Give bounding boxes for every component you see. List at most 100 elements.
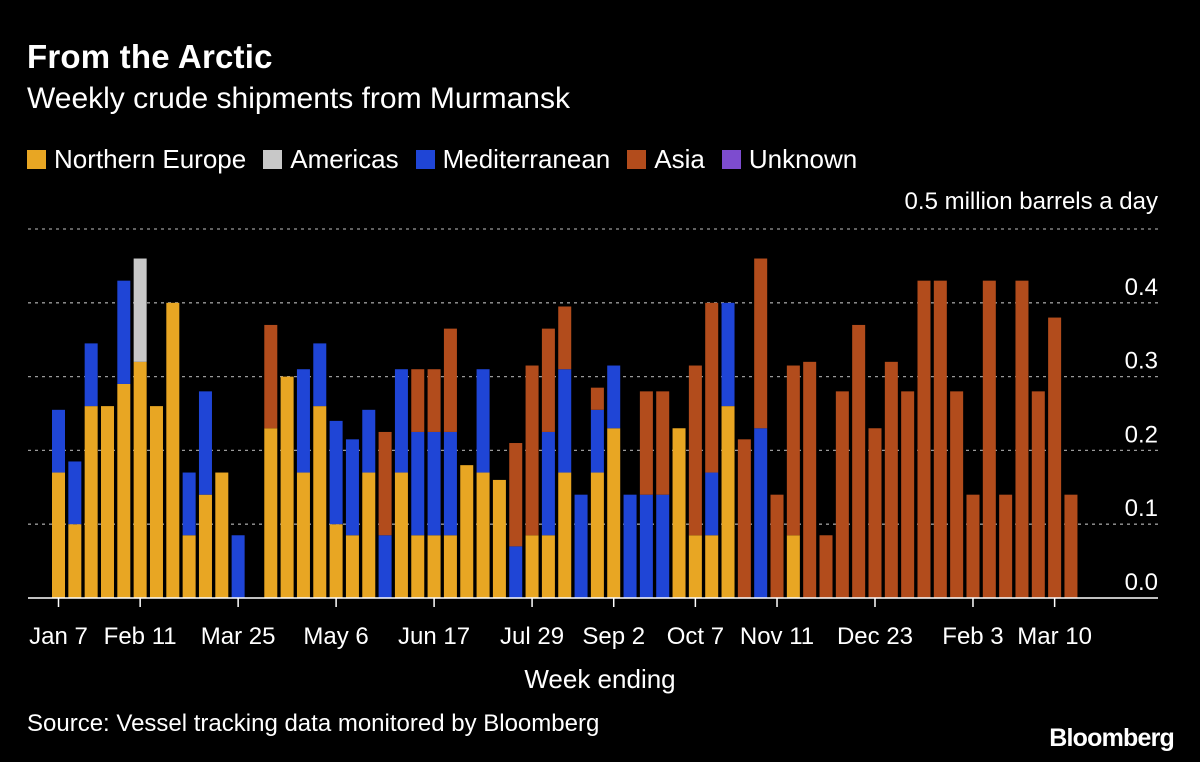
bar-northern-europe (476, 472, 490, 598)
legend-label-unknown: Unknown (748, 144, 858, 174)
bar-mediterranean (705, 472, 719, 536)
legend-swatch-mediterranean (415, 150, 435, 169)
legend-swatch-asia (627, 150, 647, 169)
bar-northern-europe (786, 535, 800, 598)
bar-asia (688, 365, 702, 536)
bar-northern-europe (329, 524, 343, 598)
x-tick-label: Oct 7 (667, 623, 724, 650)
bar-northern-europe (721, 406, 735, 598)
bar-mediterranean (52, 409, 65, 473)
bar-northern-europe (492, 479, 506, 598)
bar-mediterranean (607, 365, 621, 429)
legend-swatch-unknown (721, 150, 741, 169)
x-axis-title: Week ending (0, 664, 1200, 695)
bar-mediterranean (329, 420, 343, 525)
bar-mediterranean (639, 494, 653, 598)
bar-northern-europe (133, 361, 147, 598)
bar-mediterranean (378, 535, 392, 598)
y-unit-label: 0.5 million barrels a day (904, 188, 1158, 215)
legend: Northern Europe Americas Mediterranean A… (27, 144, 874, 175)
bar-mediterranean (182, 472, 196, 536)
bar-asia (264, 324, 278, 429)
x-tick-label: Dec 23 (837, 623, 913, 650)
x-tick-label: Mar 25 (201, 623, 276, 650)
x-tick-label: Nov 11 (740, 623, 814, 650)
legend-item-northern-europe: Northern Europe (27, 144, 246, 175)
bar-northern-europe (345, 535, 359, 598)
x-tick-label: Jun 17 (398, 623, 470, 650)
x-axis-title-text: Week ending (524, 664, 676, 694)
x-tick-label: Feb 3 (942, 623, 1003, 650)
bar-mediterranean (721, 302, 735, 407)
bar-asia (982, 280, 996, 598)
bar-mediterranean (231, 535, 245, 598)
bar-asia (884, 361, 898, 598)
bar-asia (541, 328, 555, 432)
bar-mediterranean (754, 428, 768, 598)
bar-northern-europe (411, 535, 425, 598)
bar-asia (1031, 391, 1045, 598)
bar-asia (852, 324, 866, 598)
bar-northern-europe (198, 494, 212, 598)
bar-northern-europe (362, 472, 376, 598)
bar-asia (1048, 317, 1062, 598)
bar-asia (411, 369, 425, 432)
bar-asia (999, 494, 1013, 598)
legend-label-americas: Americas (290, 144, 399, 174)
bar-mediterranean (443, 431, 457, 536)
bar-asia (803, 361, 817, 598)
bar-northern-europe (541, 535, 555, 598)
bar-asia (933, 280, 947, 598)
legend-item-unknown: Unknown (721, 144, 858, 175)
bar-asia (1015, 280, 1029, 598)
bar-northern-europe (117, 383, 131, 598)
bar-mediterranean (541, 431, 555, 536)
bar-northern-europe (443, 535, 457, 598)
bar-mediterranean (476, 369, 490, 473)
bar-northern-europe (166, 302, 180, 598)
bar-asia (868, 428, 882, 598)
bar-mediterranean (296, 369, 310, 473)
bar-northern-europe (280, 376, 294, 598)
bar-asia (819, 535, 833, 598)
bar-asia (754, 258, 768, 429)
bar-mediterranean (411, 431, 425, 536)
x-tick-label: Sep 2 (582, 623, 645, 650)
bar-asia (705, 302, 719, 473)
source-note: Source: Vessel tracking data monitored b… (27, 710, 600, 737)
legend-item-americas: Americas (263, 144, 399, 175)
bar-northern-europe (590, 472, 604, 598)
x-tick-label: Feb 11 (104, 623, 177, 650)
bar-northern-europe (182, 535, 196, 598)
bar-northern-europe (460, 465, 474, 598)
x-tick-label: May 6 (303, 623, 368, 650)
bar-asia (590, 387, 604, 410)
y-tick-label: 0.0 (1125, 569, 1158, 596)
y-tick-label: 0.3 (1125, 348, 1158, 375)
bar-mediterranean (509, 546, 523, 598)
bar-asia (558, 306, 572, 370)
bar-asia (917, 280, 931, 598)
bar-asia (525, 365, 539, 536)
bar-asia (656, 391, 670, 495)
bar-mediterranean (345, 439, 359, 536)
bar-northern-europe (84, 406, 98, 598)
bar-northern-europe (149, 406, 163, 598)
bar-northern-europe (558, 472, 572, 598)
bar-mediterranean (574, 494, 588, 598)
y-tick-label: 0.1 (1125, 495, 1158, 522)
legend-swatch-northern-europe (27, 150, 46, 169)
bar-mediterranean (68, 461, 82, 525)
bar-asia (966, 494, 980, 598)
bloomberg-logo: Bloomberg (1049, 724, 1175, 752)
chart-title: From the Arctic (27, 38, 273, 75)
legend-swatch-americas (263, 150, 283, 169)
bar-asia (835, 391, 849, 598)
bar-mediterranean (623, 494, 637, 598)
bar-mediterranean (198, 391, 212, 495)
bar-northern-europe (705, 535, 719, 598)
bar-northern-europe (296, 472, 310, 598)
bar-americas (133, 258, 147, 362)
bar-northern-europe (525, 535, 539, 598)
